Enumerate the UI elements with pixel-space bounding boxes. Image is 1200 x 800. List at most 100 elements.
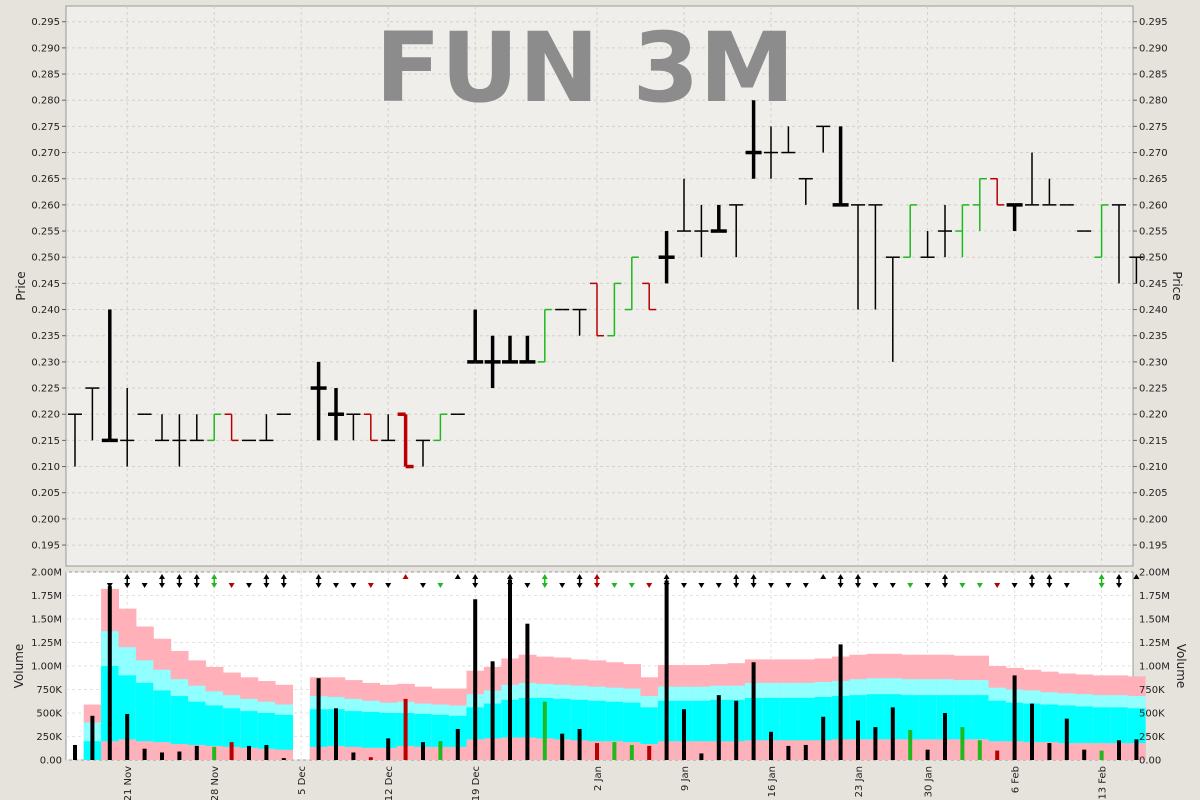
volume-tick-label: 1.50M <box>31 615 62 626</box>
volume-band-cyan <box>275 714 293 760</box>
price-tick-label: 0.255 <box>31 227 60 238</box>
price-tick-label: 0.210 <box>1139 462 1168 473</box>
volume-marker-down <box>994 583 1001 588</box>
volume-marker-down <box>959 583 966 588</box>
price-tick-label: 0.215 <box>1139 436 1168 447</box>
volume-marker-down <box>976 583 983 588</box>
volume-marker-down <box>924 583 931 588</box>
volume-marker-down <box>176 583 183 588</box>
volume-bar <box>1082 749 1087 760</box>
volume-marker-up <box>402 574 409 579</box>
volume-marker-down <box>141 583 148 588</box>
volume-bar <box>281 758 286 760</box>
volume-marker-up <box>942 574 948 579</box>
volume-marker-down <box>663 583 670 588</box>
volume-bar <box>438 741 443 760</box>
volume-bar <box>769 731 773 760</box>
volume-bar <box>960 727 965 760</box>
volume-bar <box>908 729 913 760</box>
price-tick-label: 0.210 <box>31 462 60 473</box>
volume-marker-up <box>541 574 548 579</box>
volume-band-lower-pink <box>692 741 711 760</box>
volume-marker-up <box>211 574 218 579</box>
price-tick-label: 0.200 <box>31 514 60 525</box>
volume-bar <box>890 707 895 760</box>
price-tick-label: 0.220 <box>31 410 60 421</box>
volume-bar <box>125 713 130 760</box>
price-tick-label: 0.230 <box>31 357 60 368</box>
volume-bar <box>247 745 251 760</box>
volume-marker-up <box>315 574 322 579</box>
volume-bar <box>1047 743 1052 760</box>
volume-bar <box>838 644 843 760</box>
volume-marker-down <box>193 583 200 588</box>
volume-bar <box>403 698 408 760</box>
volume-tick-label: 250K <box>36 732 62 743</box>
volume-marker-up <box>663 574 670 579</box>
volume-band-cyan <box>257 713 276 760</box>
volume-tick-label: 750K <box>1139 685 1165 696</box>
gridlines <box>62 6 1137 761</box>
volume-marker-up <box>1098 574 1105 579</box>
volume-tick-label: 0.00 <box>40 756 62 767</box>
date-tick-label: 21 Nov <box>123 766 134 800</box>
volume-bar <box>177 751 182 760</box>
volume-bar <box>229 742 234 760</box>
volume-marker-down <box>698 583 705 588</box>
volume-marker-down <box>1098 583 1105 588</box>
volume-marker-down <box>750 583 757 588</box>
volume-marker-down <box>263 583 270 588</box>
volume-marker-down <box>124 583 131 588</box>
volume-band-lower-pink <box>275 749 293 760</box>
volume-bars <box>73 579 1139 760</box>
price-tick-label: 0.280 <box>31 96 60 107</box>
volume-tick-label: 2.00M <box>1139 568 1170 579</box>
price-tick-label: 0.205 <box>1139 488 1168 499</box>
price-tick-label: 0.225 <box>31 384 60 395</box>
volume-axis-label-left: Volume <box>12 644 26 689</box>
price-tick-label: 0.215 <box>31 436 60 447</box>
volume-marker-down <box>367 583 374 588</box>
volume-bar <box>160 752 164 760</box>
volume-marker-down <box>889 583 896 588</box>
volume-bar <box>856 720 860 760</box>
price-tick-label: 0.295 <box>31 17 60 28</box>
volume-marker-down <box>228 583 235 588</box>
volume-bar <box>873 727 878 760</box>
price-tick-label: 0.260 <box>1139 200 1168 211</box>
volume-bar <box>212 746 217 760</box>
volume-marker-up <box>820 574 827 579</box>
volume-tick-labels: 0.00 0.00 250K 250K 500K 500K 750K 750K 1.00M 1.0… <box>31 568 1170 767</box>
volume-bar <box>699 753 704 760</box>
volume-marker-down <box>681 583 687 588</box>
volume-bar <box>455 728 460 760</box>
volume-bar <box>1030 703 1034 760</box>
volume-bar <box>977 740 982 760</box>
volume-marker-down <box>333 583 339 588</box>
volume-bar <box>264 744 269 760</box>
volume-bar <box>821 716 826 760</box>
volume-marker-down <box>385 583 392 588</box>
volume-bar <box>1134 739 1139 760</box>
ohlc-bars <box>68 100 1144 469</box>
date-tick-labels: 21 Nov 28 Nov 5 Dec 12 Dec 19 Dec 2 Jan 9 Jan 1… <box>123 766 1108 800</box>
price-tick-label: 0.225 <box>1139 384 1168 395</box>
volume-marker-up <box>454 574 461 579</box>
volume-bar <box>194 745 199 760</box>
volume-bar <box>612 742 617 760</box>
price-tick-label: 0.240 <box>31 305 60 316</box>
price-tick-label: 0.195 <box>31 541 60 552</box>
volume-tick-label: 1.00M <box>31 662 62 673</box>
volume-marker-down <box>733 583 740 588</box>
volume-marker-down <box>768 583 774 588</box>
volume-bar <box>647 745 652 760</box>
volume-marker-up <box>594 574 600 579</box>
volume-marker-down <box>715 583 722 588</box>
volume-marker-up <box>193 574 200 579</box>
volume-marker-up <box>124 574 131 579</box>
price-tick-label: 0.240 <box>1139 305 1168 316</box>
price-tick-label: 0.245 <box>1139 279 1168 290</box>
volume-bar <box>1064 718 1069 760</box>
volume-bar <box>751 662 756 760</box>
volume-marker-up <box>733 574 740 579</box>
